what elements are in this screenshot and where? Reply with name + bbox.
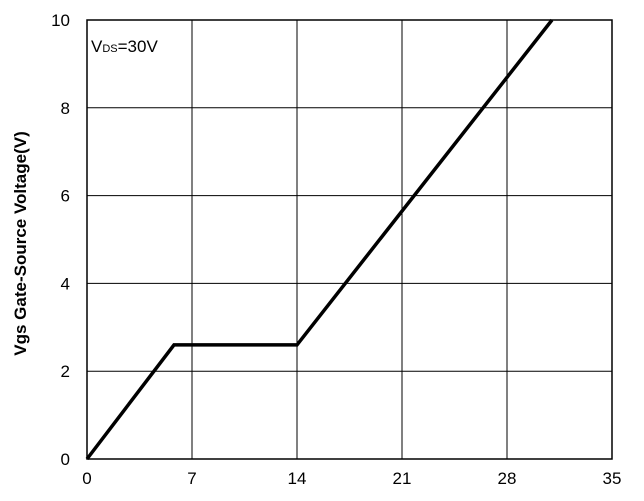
x-tick-label: 14 bbox=[288, 469, 307, 488]
y-tick-label: 0 bbox=[61, 450, 70, 469]
gate-charge-line bbox=[85, 18, 554, 461]
grid-lines bbox=[86, 19, 613, 460]
vds-annotation: VDS=30V bbox=[91, 37, 158, 56]
series-layer bbox=[85, 18, 554, 461]
x-tick-label: 28 bbox=[498, 469, 517, 488]
vds-annotation-main: V bbox=[91, 37, 103, 56]
y-tick-label: 8 bbox=[61, 99, 70, 118]
y-tick-label: 2 bbox=[61, 362, 70, 381]
x-tick-label: 7 bbox=[187, 469, 196, 488]
vds-annotation-rest: =30V bbox=[118, 37, 159, 56]
plot-frame bbox=[86, 19, 613, 460]
y-tick-labels: 0 2 4 6 8 10 bbox=[51, 11, 70, 469]
x-tick-label: 35 bbox=[603, 469, 622, 488]
y-tick-label: 6 bbox=[61, 187, 70, 206]
y-tick-label: 10 bbox=[51, 11, 70, 30]
x-tick-label: 21 bbox=[393, 469, 412, 488]
x-tick-labels: 0 7 14 21 28 35 bbox=[82, 469, 621, 488]
y-tick-label: 4 bbox=[61, 274, 70, 293]
x-tick-label: 0 bbox=[82, 469, 91, 488]
y-axis-label: Vgs Gate-Source Voltage(V) bbox=[11, 131, 30, 356]
vds-annotation-sub: DS bbox=[102, 43, 117, 55]
